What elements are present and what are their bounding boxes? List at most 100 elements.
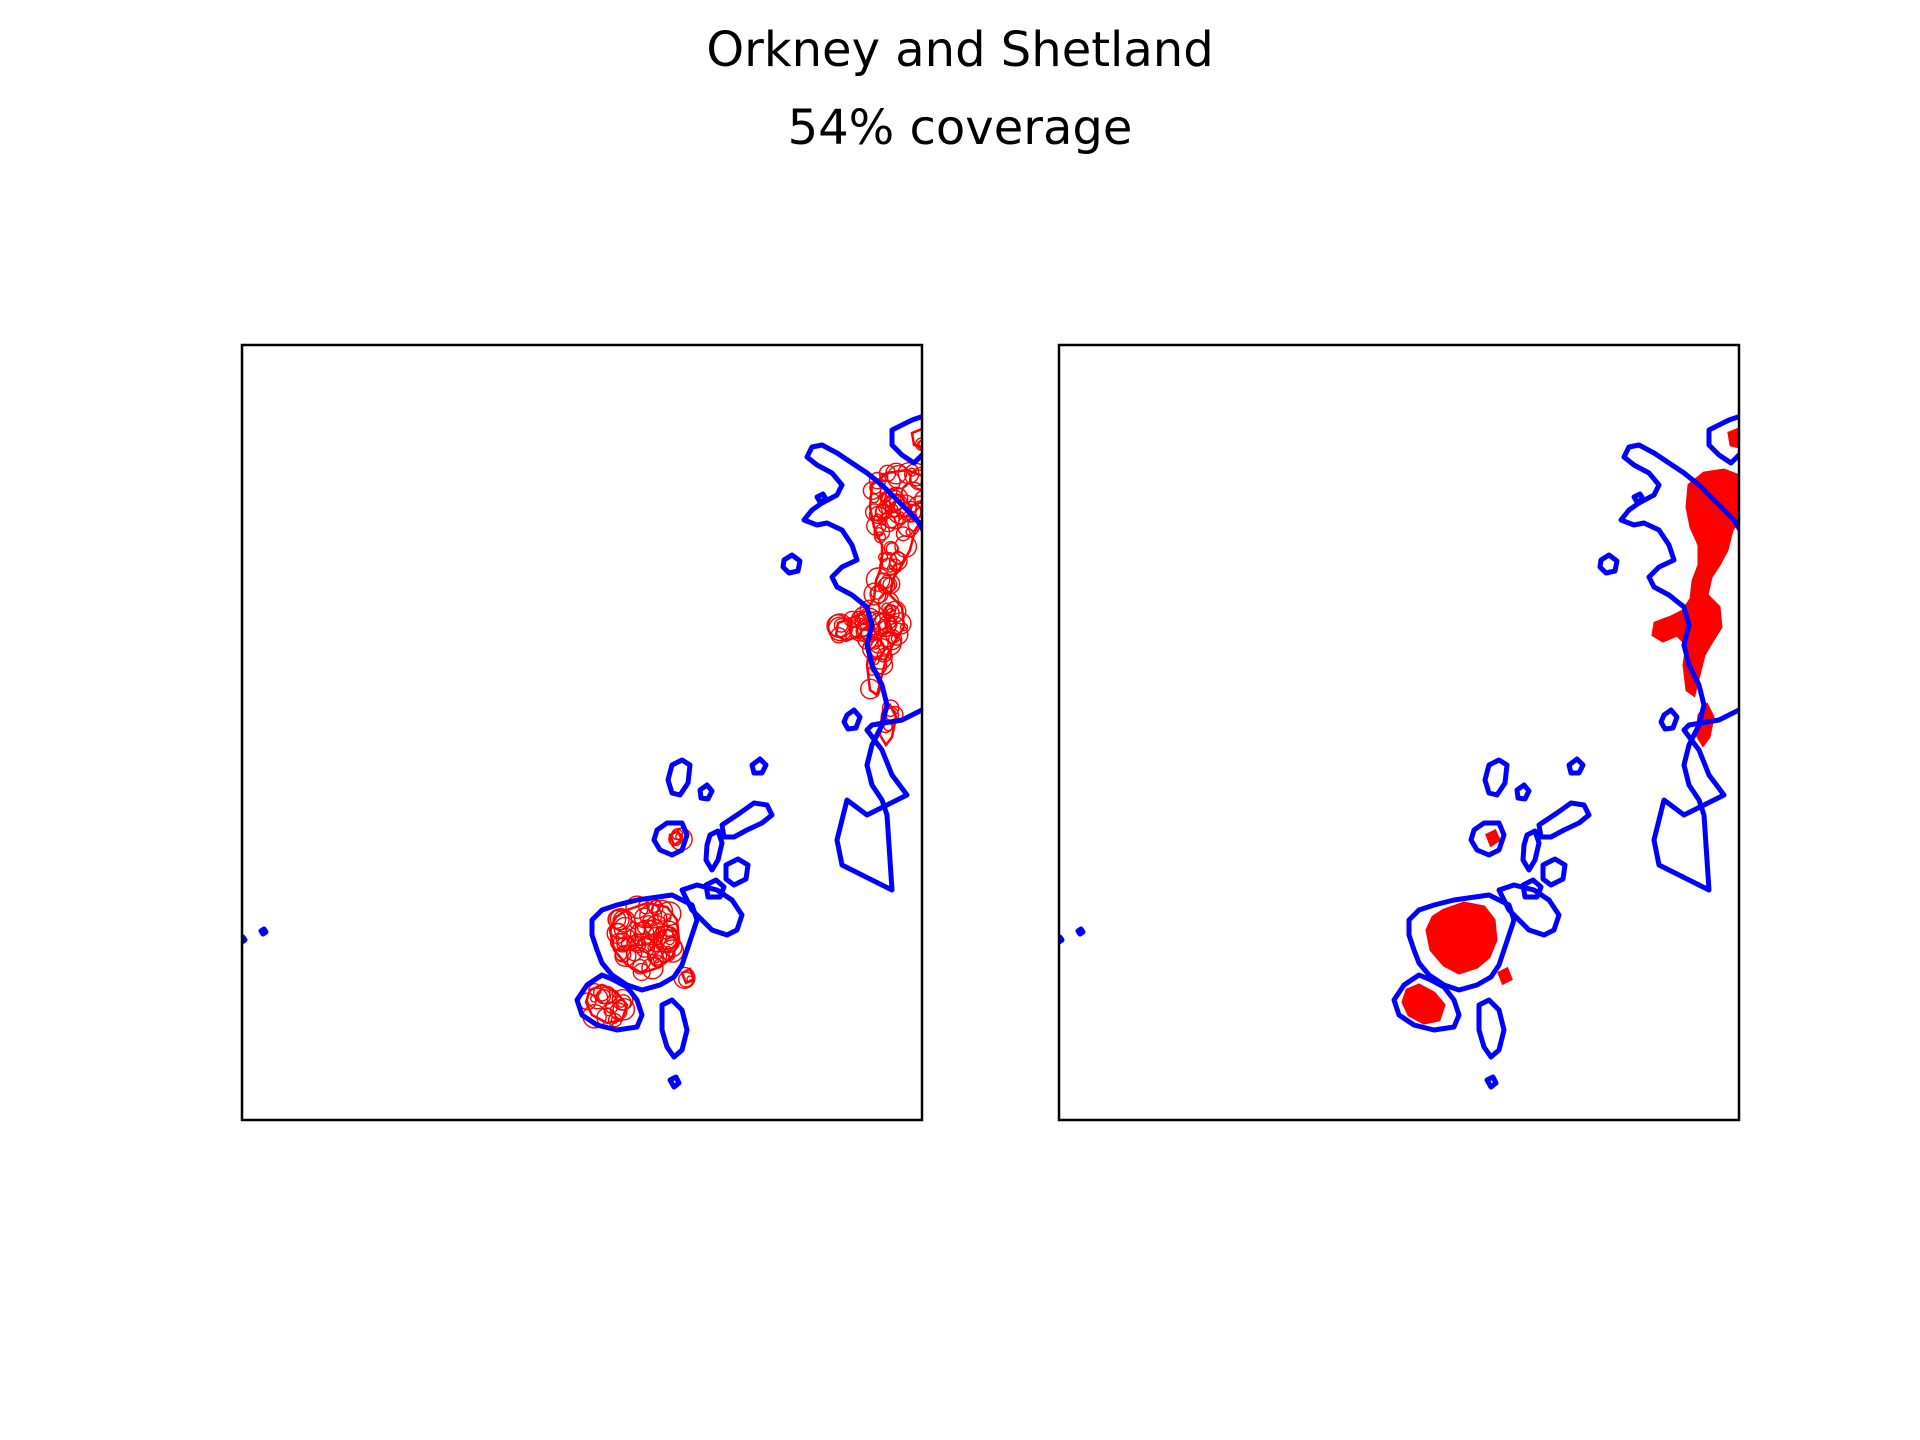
coastline-eday <box>703 828 725 873</box>
coverage-yell-fill <box>1727 427 1739 449</box>
coverage-hoy-circles <box>578 983 636 1029</box>
coverage-circle <box>589 994 599 1003</box>
coverage-south-outline <box>680 967 696 985</box>
coastline-stronsay <box>723 856 751 888</box>
coverage-circle <box>938 384 958 404</box>
coverage-circle <box>607 908 630 931</box>
map-frame-left <box>240 343 924 1122</box>
coverage-orkney-mainland-outline <box>608 901 681 975</box>
coverage-yell-circles <box>910 427 922 451</box>
coastline-shapinsay <box>1520 877 1544 900</box>
coastline-papa-stour <box>1631 491 1646 505</box>
coastline-unst <box>926 377 962 417</box>
map-frame-right <box>1057 343 1741 1122</box>
coverage-circle <box>914 489 922 510</box>
coverage-circle <box>932 395 953 416</box>
coverage-circle <box>664 926 677 939</box>
coverage-circle <box>664 935 676 946</box>
coastline-shetland-mainland <box>1618 442 1739 893</box>
coastline-fair-isle <box>1658 707 1680 732</box>
coastline-rousay <box>651 820 690 858</box>
coverage-circle <box>884 486 909 511</box>
coverage-unst-outline <box>940 385 958 409</box>
coverage-circle <box>641 957 664 980</box>
coastline-shapinsay <box>703 877 727 900</box>
coverage-circle <box>611 989 634 1011</box>
coverage-hoy-outline <box>584 983 629 1025</box>
coverage-circle <box>632 958 648 975</box>
coastline-north-ronaldsay <box>749 756 769 776</box>
coverage-circle <box>883 540 899 556</box>
coverage-circle <box>941 394 963 416</box>
coastline-rousay <box>1468 820 1507 858</box>
coverage-circle <box>873 513 883 522</box>
coastline-papa-westray <box>1514 782 1532 802</box>
coverage-circle <box>897 511 905 520</box>
coverage-circle <box>939 394 957 412</box>
coastline-sanday <box>719 800 775 840</box>
coastline-hoy <box>1391 972 1462 1033</box>
coverage-circle <box>878 557 898 577</box>
coverage-circle <box>609 933 628 952</box>
coverage-circle <box>878 464 897 482</box>
coastline-westray <box>1482 757 1510 798</box>
coverage-circle <box>647 943 655 952</box>
coastline-westray <box>665 757 693 798</box>
coverage-unst-fill <box>1757 385 1775 409</box>
coverage-circle <box>612 998 636 1021</box>
coastline-north-ronaldsay <box>1566 756 1586 776</box>
coastline-south-islet <box>1484 1074 1499 1090</box>
coverage-orkney-mainland-fill <box>1425 901 1498 975</box>
coverage-circle <box>641 933 663 956</box>
coastline-stack-skerry <box>1075 926 1086 937</box>
coverage-rousay-outline <box>668 829 684 847</box>
coverage-circle <box>833 618 849 633</box>
coverage-orkney-mainland-circles <box>606 895 685 982</box>
coverage-unst-circles <box>930 380 963 416</box>
coastline-sanday <box>1536 800 1592 840</box>
coverage-circle <box>949 405 956 412</box>
coverage-circle <box>877 576 896 595</box>
coastline-shetland-mainland <box>801 442 922 893</box>
coastline-fetlar <box>1754 463 1777 477</box>
coverage-circle <box>930 384 953 407</box>
coverage-circle <box>893 494 917 518</box>
coastline-south-ronaldsay <box>1476 997 1507 1060</box>
figure-subtitle: 54% coverage <box>787 100 1133 156</box>
coastline-eday <box>1520 828 1542 873</box>
coverage-circle <box>886 464 912 490</box>
coastline-sule-skerry <box>1059 934 1065 945</box>
coverage-shetland-north-circles <box>826 462 932 700</box>
coastline-hoy <box>574 972 645 1033</box>
coverage-circle <box>656 901 682 927</box>
coastline-out-skerries <box>1768 480 1779 489</box>
coastline-foula <box>780 552 803 576</box>
coverage-circle <box>616 936 631 952</box>
coastline-fetlar <box>937 463 960 477</box>
coastline-yell <box>1706 414 1739 466</box>
coverage-hoy-fill <box>1401 983 1446 1025</box>
coastline-stronsay <box>1540 856 1568 888</box>
coastline-out-skerries <box>951 480 962 489</box>
coverage-circle <box>923 482 932 491</box>
coastline-papa-westray <box>697 782 715 802</box>
coastline-whalsay <box>942 495 968 513</box>
coverage-circle <box>664 945 672 954</box>
map-panel-circles <box>240 343 968 1122</box>
coverage-circle <box>895 526 911 542</box>
coastline-whalsay <box>1759 495 1785 513</box>
coastline-orkney-east-mainland <box>679 882 745 938</box>
coverage-circle <box>877 620 893 635</box>
coverage-circle <box>625 895 649 920</box>
coverage-circle <box>614 944 637 967</box>
coastline-fair-isle <box>841 707 863 732</box>
coverage-circle <box>632 962 651 982</box>
coastline-south-ronaldsay <box>659 997 690 1060</box>
coverage-circle <box>884 605 894 614</box>
coverage-shetland-north-fill <box>1651 468 1739 698</box>
map-panel-filled <box>1057 343 1785 1122</box>
coastline-sule-skerry <box>242 934 248 945</box>
coverage-circle <box>918 439 922 449</box>
coastline-papa-stour <box>814 491 829 505</box>
